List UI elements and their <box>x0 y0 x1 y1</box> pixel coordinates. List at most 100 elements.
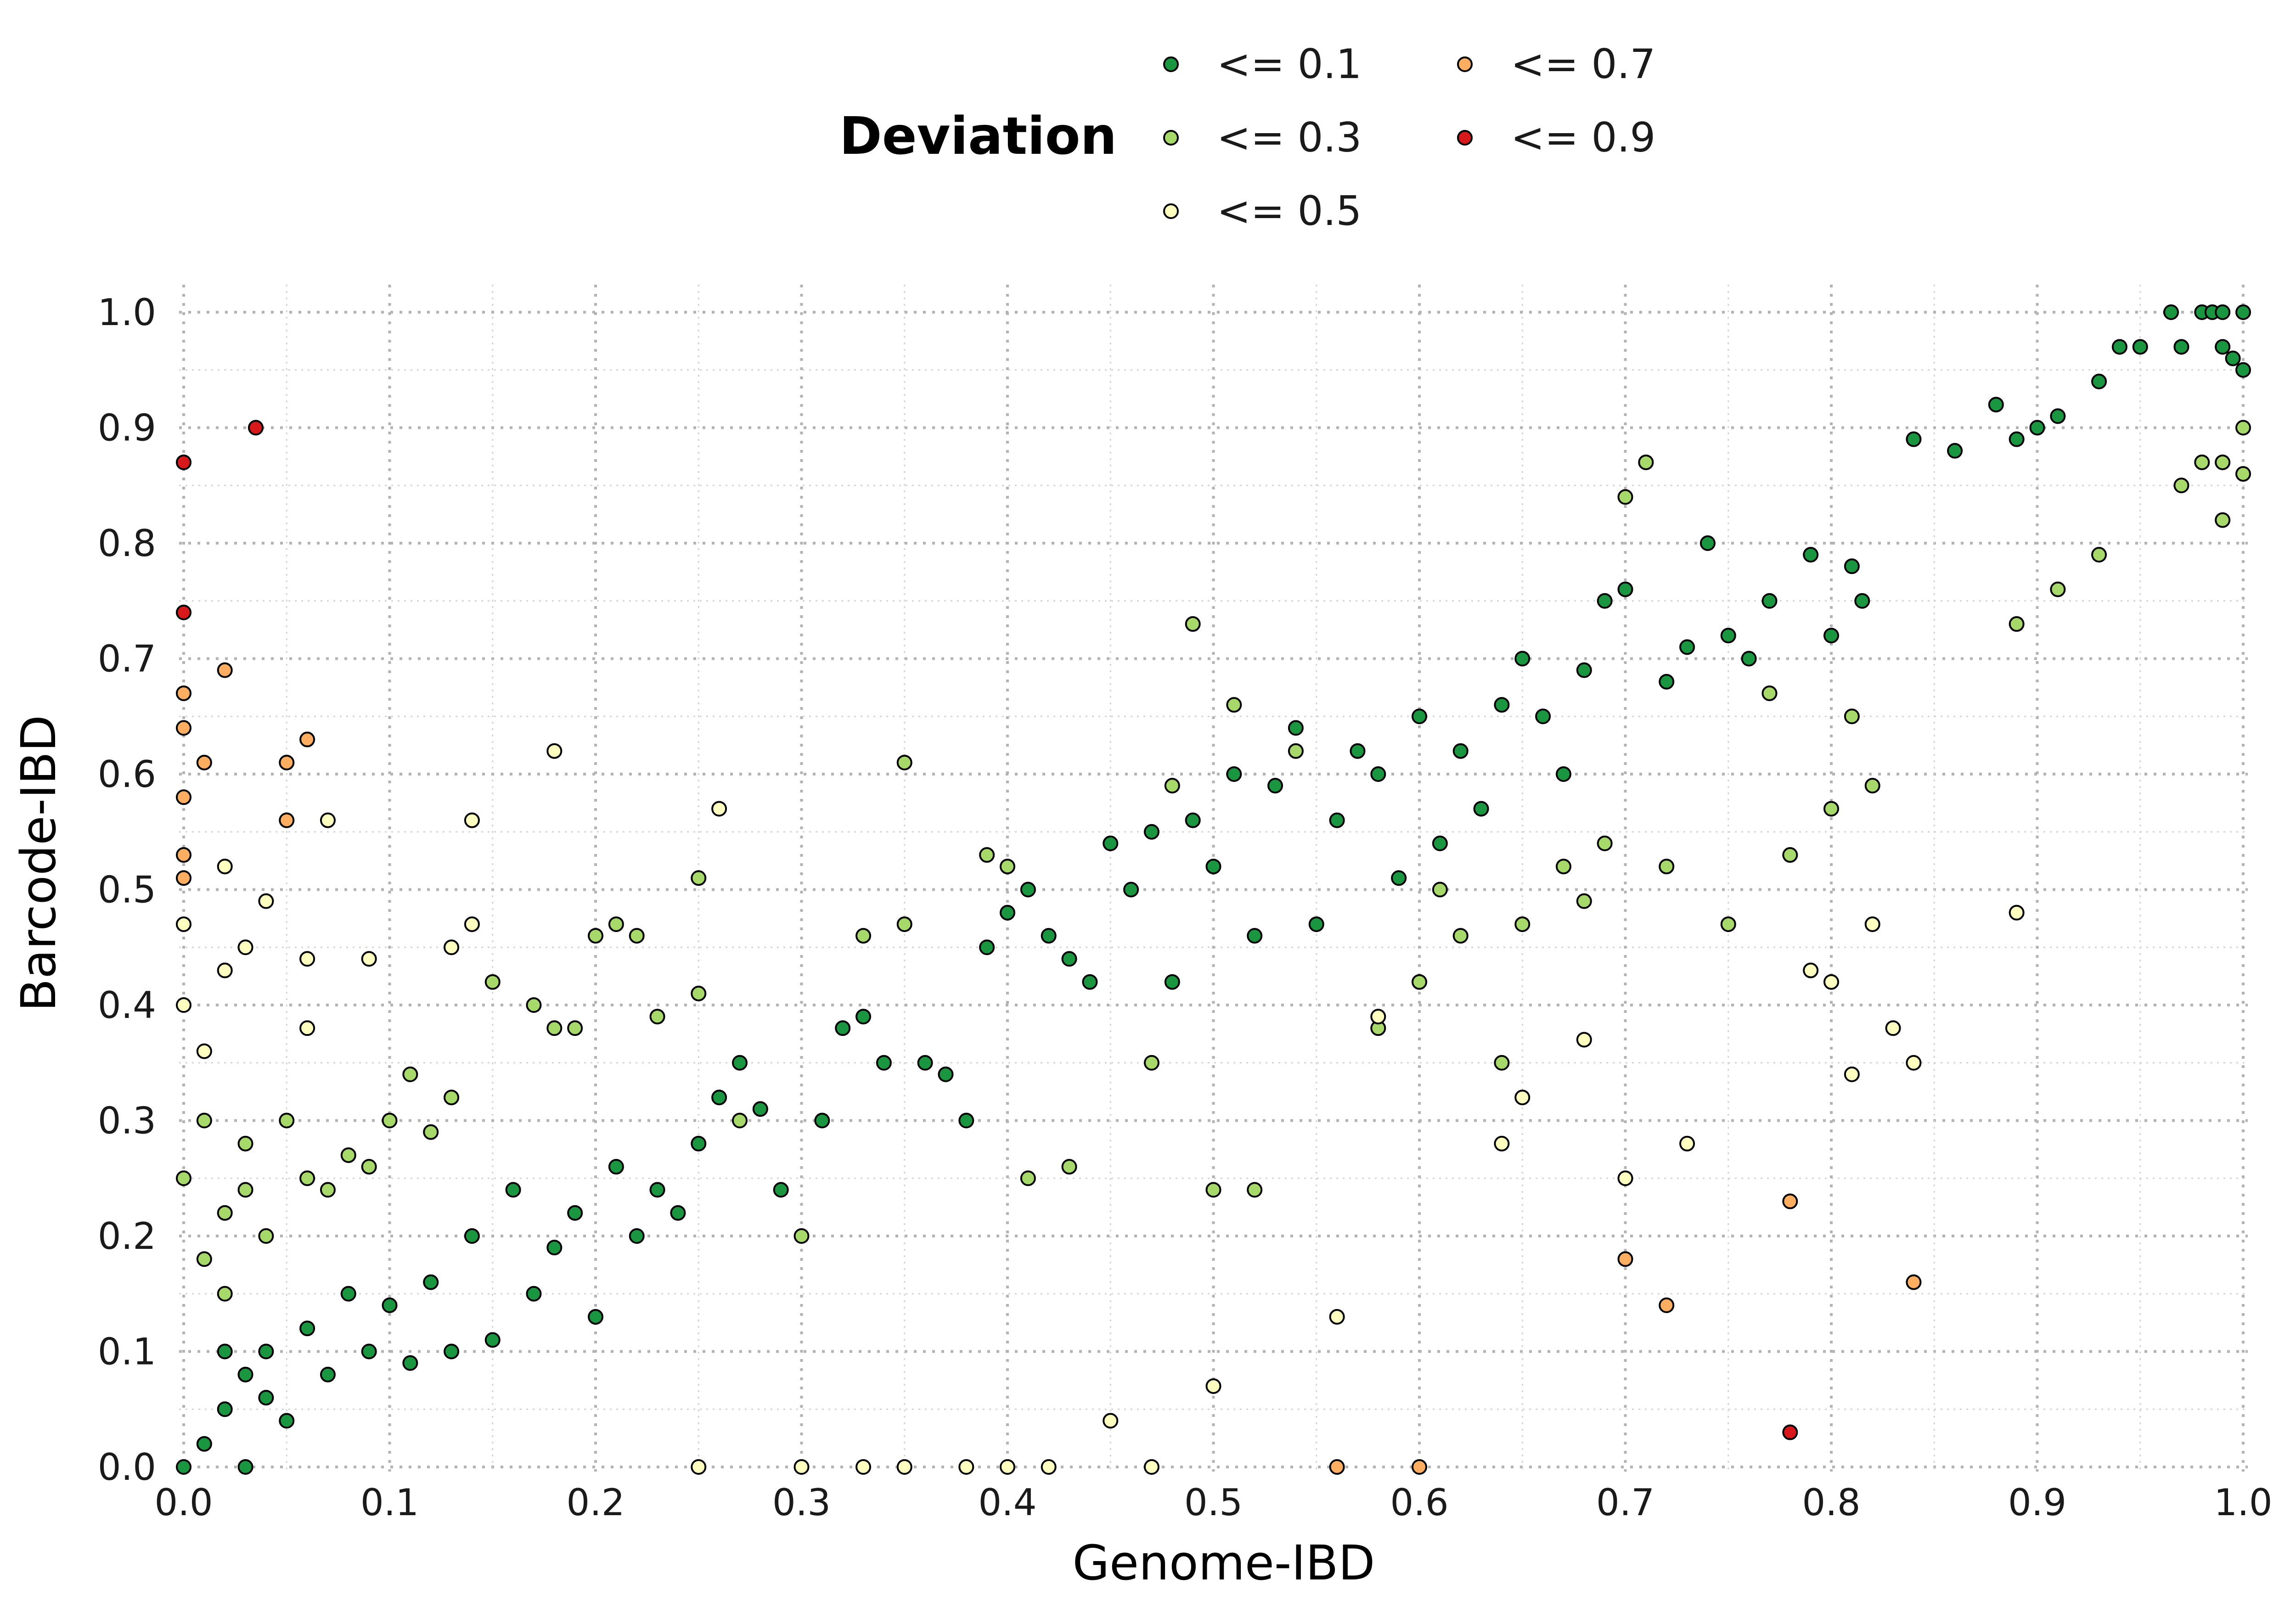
x-tick-label: 0.2 <box>566 1481 625 1524</box>
scatter-point <box>1803 962 1819 978</box>
scatter-point <box>2194 454 2210 470</box>
scatter-point <box>1514 916 1531 932</box>
scatter-point <box>691 1459 707 1475</box>
scatter-point <box>752 1101 768 1117</box>
scatter-point <box>402 1355 418 1371</box>
scatter-point <box>464 1228 480 1244</box>
scatter-point <box>629 928 645 944</box>
y-tick-label: 1.0 <box>98 291 156 334</box>
scatter-point <box>1761 593 1778 609</box>
scatter-point <box>1432 835 1448 851</box>
scatter-point <box>196 1251 212 1267</box>
scatter-point <box>237 1135 253 1152</box>
scatter-point <box>1123 882 1139 898</box>
scatter-point <box>1143 1459 1159 1475</box>
scatter-point <box>1823 974 1839 990</box>
scatter-point <box>1617 1251 1633 1267</box>
y-tick-label: 0.8 <box>98 522 156 565</box>
legend-marker <box>1163 56 1179 72</box>
scatter-point <box>526 1286 542 1302</box>
scatter-point <box>1020 882 1036 898</box>
scatter-point <box>217 662 233 678</box>
scatter-points <box>176 304 2251 1475</box>
scatter-point <box>588 1309 603 1325</box>
scatter-point <box>1720 916 1736 932</box>
x-axis-ticks: 0.0 0.1 0.2 0.3 0.4 0.5 0.6 0.7 0.8 0.9 1.0 <box>154 1481 2272 1524</box>
scatter-point <box>2235 420 2251 436</box>
scatter-point <box>1412 974 1427 990</box>
scatter-point <box>2163 304 2179 320</box>
scatter-point <box>248 420 264 436</box>
scatter-point <box>2235 362 2251 378</box>
scatter-point <box>1000 859 1015 875</box>
scatter-point <box>176 685 191 701</box>
scatter-point <box>876 1055 892 1071</box>
scatter-point <box>1020 1170 1036 1186</box>
scatter-point <box>1617 1170 1633 1186</box>
y-tick-label: 0.3 <box>98 1100 156 1142</box>
scatter-point <box>649 1009 665 1025</box>
scatter-point <box>176 1170 191 1186</box>
scatter-point <box>176 720 191 736</box>
scatter-point <box>1906 1274 1922 1290</box>
scatter-point <box>1844 708 1860 725</box>
scatter-point <box>567 1205 583 1221</box>
scatter-point <box>938 1066 954 1082</box>
scatter-point <box>361 1343 377 1360</box>
scatter-point <box>196 1436 212 1452</box>
x-tick-label: 0.1 <box>360 1481 419 1524</box>
scatter-point <box>855 1009 872 1025</box>
scatter-point <box>176 870 191 886</box>
x-tick-label: 0.3 <box>772 1481 831 1524</box>
scatter-point <box>691 1135 707 1152</box>
scatter-point <box>1000 1459 1015 1475</box>
scatter-point <box>176 789 191 805</box>
scatter-point <box>1659 859 1675 875</box>
scatter-point <box>361 1159 377 1175</box>
scatter-point <box>1514 1090 1531 1106</box>
scatter-point <box>1143 1055 1159 1071</box>
scatter-point <box>1412 1459 1427 1475</box>
scatter-point <box>1205 859 1221 875</box>
scatter-point <box>361 951 377 967</box>
y-tick-label: 0.2 <box>98 1215 156 1258</box>
scatter-point <box>444 1090 460 1106</box>
scatter-point <box>1432 882 1448 898</box>
scatter-point <box>2215 454 2231 470</box>
scatter-point <box>1288 743 1304 759</box>
scatter-point <box>1947 443 1963 459</box>
x-tick-label: 0.5 <box>1184 1481 1243 1524</box>
scatter-point <box>1143 824 1159 840</box>
scatter-point <box>464 916 480 932</box>
scatter-point <box>2215 339 2231 355</box>
scatter-point <box>1494 1055 1510 1071</box>
scatter-point <box>423 1274 439 1290</box>
scatter-point <box>567 1020 583 1036</box>
y-axis-ticks: 0.0 0.1 0.2 0.3 0.4 0.5 0.6 0.7 0.8 0.9 1.0 <box>98 291 156 1489</box>
scatter-point <box>217 859 233 875</box>
scatter-point <box>1844 1066 1860 1082</box>
scatter-point <box>217 1343 233 1360</box>
scatter-point <box>1638 454 1654 470</box>
scatter-point <box>2091 547 2107 563</box>
scatter-point <box>1452 928 1469 944</box>
scatter-point <box>732 1055 748 1071</box>
scatter-point <box>196 754 212 770</box>
legend-marker <box>1457 56 1473 72</box>
scatter-point <box>1576 893 1592 909</box>
y-tick-label: 0.5 <box>98 869 156 911</box>
scatter-point <box>1185 616 1201 632</box>
scatter-point <box>711 1090 727 1106</box>
scatter-point <box>340 1286 356 1302</box>
scatter-point <box>279 1113 295 1129</box>
scatter-point <box>691 985 707 1001</box>
scatter-point <box>691 870 707 886</box>
scatter-point <box>2215 512 2231 528</box>
scatter-point <box>1205 1378 1221 1394</box>
scatter-point <box>299 1170 315 1186</box>
scatter-point <box>279 812 295 828</box>
scatter-point <box>2050 581 2066 597</box>
x-axis-label: Genome-IBD <box>1072 1535 1375 1591</box>
scatter-point <box>1854 593 1870 609</box>
scatter-point <box>896 754 912 770</box>
